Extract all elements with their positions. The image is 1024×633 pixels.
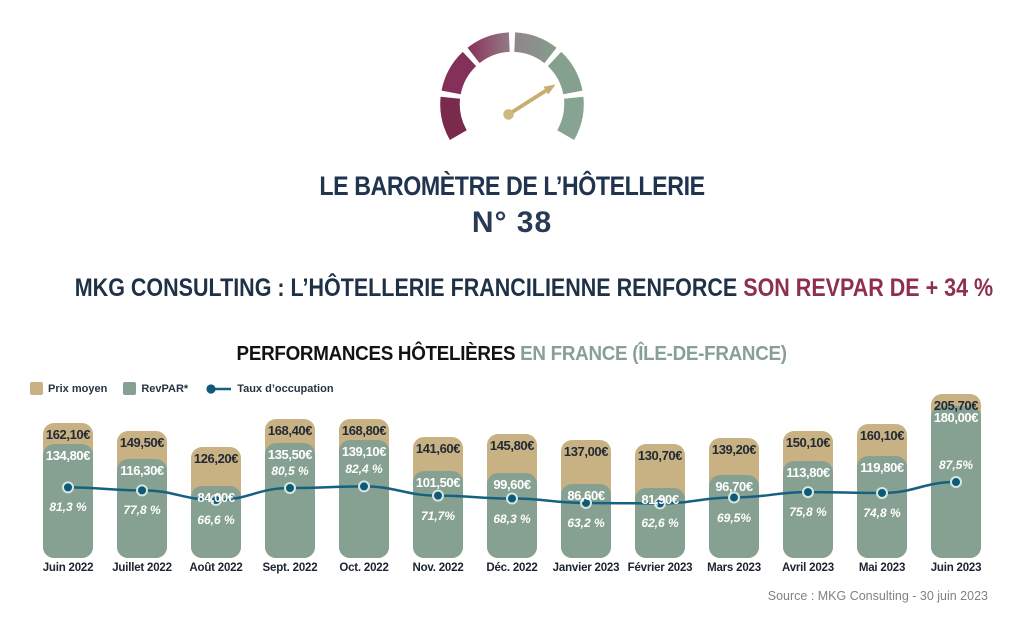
month-label: Mars 2023 bbox=[707, 562, 761, 574]
legend-label-revpar: RevPAR* bbox=[141, 382, 189, 395]
label-taux-occupation: 80,5 % bbox=[271, 464, 309, 479]
label-taux-occupation: 77,8 % bbox=[123, 503, 161, 518]
label-prix-moyen: 137,00€ bbox=[563, 444, 609, 459]
month-label: Nov. 2022 bbox=[412, 562, 464, 574]
label-revpar: 99,60€ bbox=[493, 477, 531, 492]
label-taux-occupation: 62,6 % bbox=[641, 516, 679, 531]
chart-column-3: 126,20€ 84,00€ 66,6 % bbox=[179, 388, 253, 558]
chart-column-9: 130,70€ 81,90€ 62,6 % bbox=[623, 388, 697, 558]
chart-title-accent: EN FRANCE (ÎLE-DE-FRANCE) bbox=[520, 343, 788, 365]
month-label: Janvier 2023 bbox=[552, 562, 620, 574]
label-taux-occupation: 82,4 % bbox=[345, 462, 383, 477]
bar-revpar bbox=[783, 461, 833, 558]
occupancy-line-dot-icon bbox=[204, 383, 232, 395]
legend-label-prix-moyen: Prix moyen bbox=[48, 382, 108, 395]
label-revpar: 101,50€ bbox=[415, 475, 461, 490]
chart-area: 162,10€ 134,80€ 81,3 % 149,50€ 116,30€ 77,8 %… bbox=[31, 388, 993, 558]
source-caption: Source : MKG Consulting - 30 juin 2023 bbox=[767, 589, 988, 603]
month-label: Février 2023 bbox=[627, 562, 693, 574]
legend-item-taux-occupation: Taux d’occupation bbox=[204, 382, 334, 395]
label-revpar: 180,00€ bbox=[933, 410, 979, 425]
chart-column-7: 145,80€ 99,60€ 68,3 % bbox=[475, 388, 549, 558]
gauge-header bbox=[0, 0, 1024, 155]
prix-moyen-swatch-icon bbox=[30, 382, 43, 395]
label-prix-moyen: 141,60€ bbox=[415, 441, 461, 456]
page-title: LE BAROMÈTRE DE L’HÔTELLERIE bbox=[319, 171, 705, 201]
label-taux-occupation: 63,2 % bbox=[567, 515, 605, 530]
label-revpar: 134,80€ bbox=[45, 448, 91, 463]
label-taux-occupation: 71,7% bbox=[420, 508, 456, 523]
chart-column-4: 168,40€ 135,50€ 80,5 % bbox=[253, 388, 327, 558]
label-revpar: 96,70€ bbox=[715, 479, 753, 494]
label-revpar: 139,10€ bbox=[341, 444, 387, 459]
month-label: Mai 2023 bbox=[858, 562, 906, 574]
label-prix-moyen: 150,10€ bbox=[785, 435, 831, 450]
chart-column-11: 150,10€ 113,80€ 75,8 % bbox=[771, 388, 845, 558]
chart-column-13: 205,70€ 180,00€ 87,5% bbox=[919, 388, 993, 558]
label-taux-occupation: 81,3 % bbox=[49, 500, 87, 515]
chart-column-12: 160,10€ 119,80€ 74,8 % bbox=[845, 388, 919, 558]
chart-column-8: 137,00€ 86,60€ 63,2 % bbox=[549, 388, 623, 558]
label-revpar: 135,50€ bbox=[267, 447, 313, 462]
label-revpar: 116,30€ bbox=[120, 463, 164, 478]
label-taux-occupation: 66,6 % bbox=[197, 513, 235, 528]
chart-column-1: 162,10€ 134,80€ 81,3 % bbox=[31, 388, 105, 558]
month-label: Avril 2023 bbox=[782, 562, 834, 574]
label-taux-occupation: 68,3 % bbox=[493, 511, 531, 526]
bar-revpar bbox=[857, 456, 907, 558]
label-revpar: 81,90€ bbox=[641, 492, 679, 507]
issue-number: N° 38 bbox=[471, 206, 553, 239]
label-taux-occupation: 69,5% bbox=[716, 510, 752, 525]
gauge-needle-icon bbox=[503, 84, 556, 120]
month-label: Juin 2022 bbox=[42, 562, 94, 574]
label-prix-moyen: 130,70€ bbox=[637, 448, 683, 463]
legend-label-taux-occupation: Taux d’occupation bbox=[237, 382, 334, 395]
chart-title-main: PERFORMANCES HÔTELIÈRES bbox=[236, 343, 521, 365]
revpar-swatch-icon bbox=[123, 382, 137, 395]
headline-main: MKG CONSULTING : L’HÔTELLERIE FRANCILIEN… bbox=[74, 274, 744, 302]
month-label: Déc. 2022 bbox=[486, 562, 538, 574]
label-prix-moyen: 205,70€ bbox=[933, 398, 979, 413]
headline-accent: SON REVPAR DE + 34 % bbox=[743, 274, 994, 302]
label-taux-occupation: 74,8 % bbox=[863, 505, 901, 520]
label-prix-moyen: 149,50€ bbox=[119, 435, 165, 450]
label-prix-moyen: 139,20€ bbox=[711, 442, 757, 457]
label-prix-moyen: 126,20€ bbox=[193, 451, 239, 466]
label-prix-moyen: 160,10€ bbox=[859, 428, 905, 443]
label-taux-occupation: 87,5% bbox=[938, 458, 974, 473]
month-label: Sept. 2022 bbox=[262, 562, 318, 574]
label-prix-moyen: 145,80€ bbox=[489, 438, 535, 453]
legend-item-revpar: RevPAR* bbox=[123, 382, 188, 395]
label-revpar: 84,00€ bbox=[197, 490, 235, 505]
legend-item-prix-moyen: Prix moyen bbox=[30, 382, 107, 395]
barometer-gauge-icon bbox=[440, 32, 584, 140]
chart-column-10: 139,20€ 96,70€ 69,5% bbox=[697, 388, 771, 558]
month-label: Juillet 2022 bbox=[112, 562, 172, 574]
chart-title: PERFORMANCES HÔTELIÈRES EN FRANCE (ÎLE-D… bbox=[0, 343, 1024, 366]
label-revpar: 86,60€ bbox=[567, 488, 605, 503]
bar-revpar bbox=[931, 406, 981, 558]
chart-column-6: 141,60€ 101,50€ 71,7% bbox=[401, 388, 475, 558]
chart-columns: 162,10€ 134,80€ 81,3 % 149,50€ 116,30€ 77,8 %… bbox=[31, 388, 993, 558]
label-taux-occupation: 75,8 % bbox=[789, 505, 827, 520]
month-labels: Juin 2022 Juillet 2022 Août 2022 Sept. 2022… bbox=[31, 562, 993, 574]
label-revpar: 113,80€ bbox=[786, 465, 830, 480]
bar-revpar bbox=[117, 459, 167, 558]
headline: MKG CONSULTING : L’HÔTELLERIE FRANCILIEN… bbox=[0, 274, 1024, 303]
month-label: Juin 2023 bbox=[930, 562, 982, 574]
month-label: Août 2022 bbox=[189, 562, 243, 574]
label-revpar: 119,80€ bbox=[860, 460, 904, 475]
month-label: Oct. 2022 bbox=[339, 562, 389, 574]
chart-column-2: 149,50€ 116,30€ 77,8 % bbox=[105, 388, 179, 558]
label-prix-moyen: 162,10€ bbox=[45, 427, 91, 442]
chart-legend: Prix moyen RevPAR* Taux d’occupation bbox=[30, 382, 334, 395]
chart-column-5: 168,80€ 139,10€ 82,4 % bbox=[327, 388, 401, 558]
label-prix-moyen: 168,80€ bbox=[341, 423, 387, 438]
label-prix-moyen: 168,40€ bbox=[267, 423, 313, 438]
